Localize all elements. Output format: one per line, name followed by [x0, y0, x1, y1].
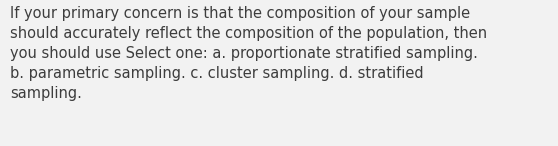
Text: If your primary concern is that the composition of your sample
should accurately: If your primary concern is that the comp…	[10, 6, 487, 101]
